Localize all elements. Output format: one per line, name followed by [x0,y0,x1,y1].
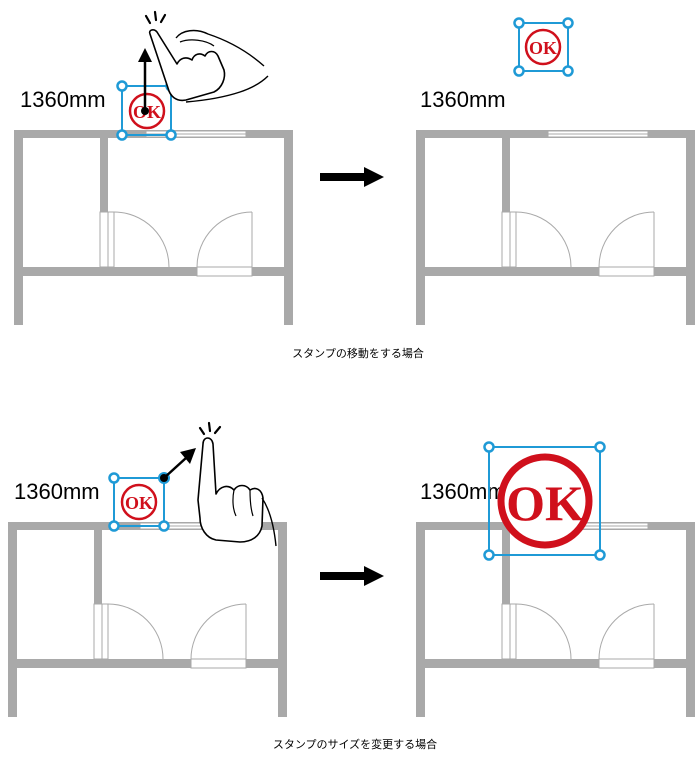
move-arrow-icon [138,48,152,115]
stamp-text: OK [125,493,153,513]
panel-move-before: 1360mm OK [13,10,294,326]
selection-handle[interactable] [594,549,606,561]
panel-resize-before: 1360mm OK [7,421,288,718]
stamp-selected[interactable]: OK [108,472,170,532]
arrow-right-icon [320,167,384,187]
stamp-text: OK [529,38,557,58]
dimension-label: 1360mm [420,479,506,504]
selection-handle[interactable] [483,549,495,561]
selection-handle[interactable] [116,129,128,141]
stamp-selected[interactable]: OK [483,441,606,561]
selection-handle[interactable] [108,472,120,484]
stamp-selected[interactable]: OK [513,17,574,77]
selection-handle[interactable] [562,17,574,29]
dimension-label: 1360mm [14,479,100,504]
selection-handle[interactable] [513,65,525,77]
selection-handle[interactable] [116,80,128,92]
floor-plan [7,521,288,718]
dimension-label: 1360mm [420,87,506,112]
selection-handle[interactable] [513,17,525,29]
hand-pointer-icon [144,10,269,103]
arrow-right-icon [320,566,384,586]
caption: スタンプのサイズを変更する場合 [273,737,437,751]
floor-plan [415,129,696,326]
caption: スタンプの移動をする場合 [292,346,424,360]
section-move: 1360mm OK [13,10,696,360]
floor-plan [415,521,696,718]
resize-arrow-icon [163,448,196,479]
selection-handle[interactable] [562,65,574,77]
selection-handle[interactable] [594,441,606,453]
panel-move-after: 1360mm OK [415,17,696,326]
stamp-text: OK [506,475,584,531]
dimension-label: 1360mm [20,87,106,112]
panel-resize-after: 1360mm OK [415,441,696,718]
floor-plan [13,129,294,326]
hand-pointer-icon [197,421,277,547]
selection-handle[interactable] [165,129,177,141]
selection-handle[interactable] [158,520,170,532]
selection-handle[interactable] [483,441,495,453]
section-resize: 1360mm OK [7,421,696,751]
selection-handle[interactable] [108,520,120,532]
